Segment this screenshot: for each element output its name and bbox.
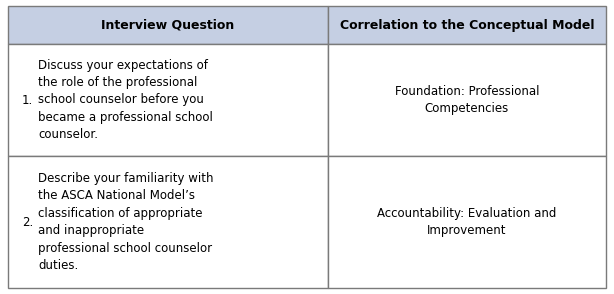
Bar xyxy=(328,6,606,44)
Text: 1.: 1. xyxy=(22,93,33,106)
Text: Accountability: Evaluation and
Improvement: Accountability: Evaluation and Improveme… xyxy=(377,207,557,237)
Bar xyxy=(8,6,328,44)
Text: Foundation: Professional
Competencies: Foundation: Professional Competencies xyxy=(395,85,539,115)
Text: Correlation to the Conceptual Model: Correlation to the Conceptual Model xyxy=(340,19,594,31)
Bar xyxy=(328,156,606,288)
Bar xyxy=(328,44,606,156)
Bar xyxy=(8,156,328,288)
Text: 2.: 2. xyxy=(22,216,33,228)
Text: Describe your familiarity with
the ASCA National Model’s
classification of appro: Describe your familiarity with the ASCA … xyxy=(38,172,214,272)
Bar xyxy=(8,44,328,156)
Text: Discuss your expectations of
the role of the professional
school counselor befor: Discuss your expectations of the role of… xyxy=(38,59,213,141)
Text: Interview Question: Interview Question xyxy=(101,19,235,31)
